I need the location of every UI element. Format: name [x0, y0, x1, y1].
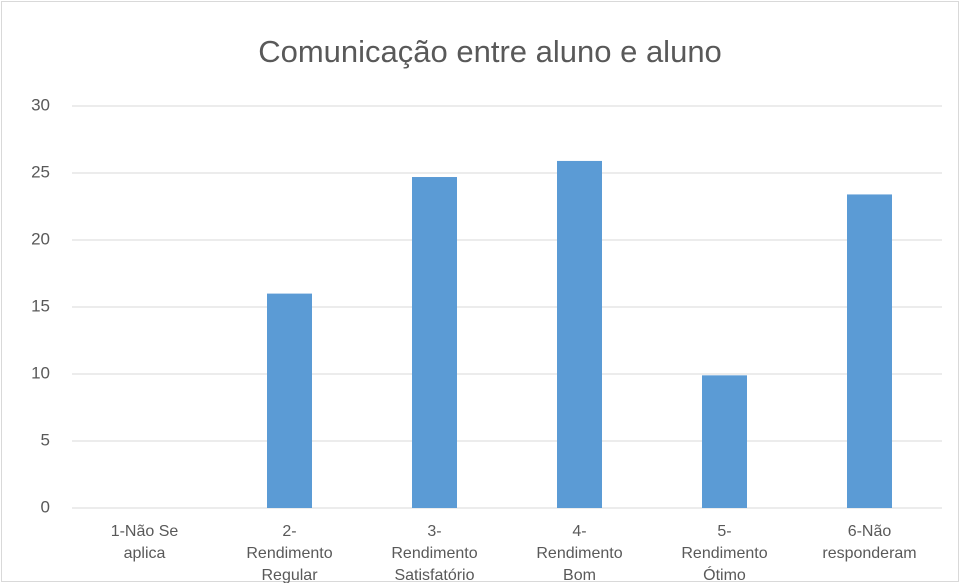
- y-tick-label: 25: [31, 162, 50, 181]
- x-tick-label: 1-Não Se aplica: [110, 523, 179, 562]
- bar: [557, 160, 602, 508]
- chart-title: Comunicação entre aluno e aluno: [258, 34, 722, 69]
- bar: [847, 194, 892, 508]
- x-tick-label: 5-Rendimento Ótimo: [681, 523, 768, 583]
- y-tick-label: 30: [31, 95, 50, 114]
- y-tick-label: 10: [31, 363, 50, 382]
- x-tick-label: 4-Rendimento Bom: [536, 523, 623, 583]
- y-tick-label: 5: [41, 430, 50, 449]
- y-tick-label: 20: [31, 229, 50, 248]
- bar: [412, 177, 457, 508]
- y-tick-label: 15: [31, 296, 50, 315]
- x-tick-label: 6-Não responderam: [822, 523, 917, 562]
- x-tick-label: 2- Rendimento Regular: [246, 523, 333, 583]
- y-tick-label: 0: [41, 497, 50, 516]
- bar: [267, 293, 312, 508]
- x-tick-label: 3-Rendimento Satisfatório: [391, 523, 478, 583]
- bar: [702, 375, 747, 508]
